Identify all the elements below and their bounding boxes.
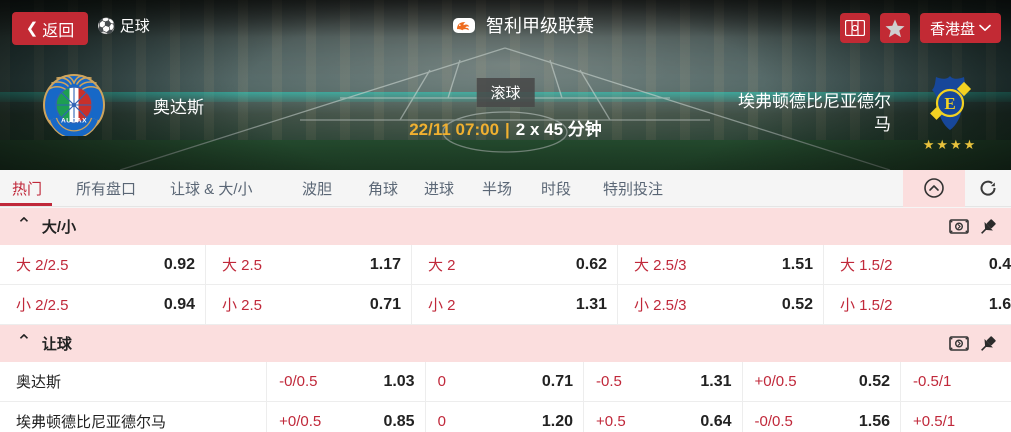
svg-text:AUDAX: AUDAX bbox=[61, 117, 87, 124]
svg-text:E: E bbox=[944, 94, 955, 113]
